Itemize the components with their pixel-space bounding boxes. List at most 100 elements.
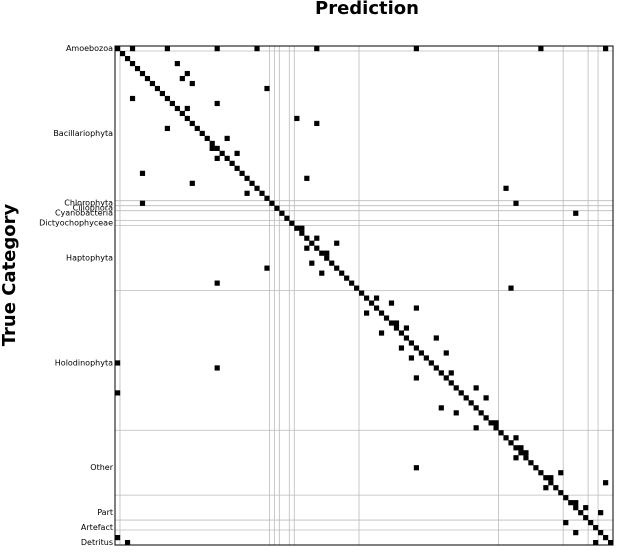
cell <box>413 305 419 311</box>
cell <box>244 190 250 196</box>
cell <box>234 165 240 171</box>
cell <box>294 225 300 231</box>
category-label: Chlorophyta <box>64 199 113 208</box>
cell <box>588 520 594 526</box>
cell <box>364 295 370 301</box>
cell <box>189 80 195 87</box>
cell <box>448 370 454 376</box>
cell <box>453 385 459 391</box>
cell <box>194 125 200 132</box>
cell <box>304 175 310 181</box>
cell <box>229 160 235 166</box>
cell <box>538 470 544 476</box>
cell <box>344 275 350 281</box>
cell <box>538 46 544 52</box>
cell <box>115 46 121 52</box>
cell <box>603 535 609 541</box>
cell <box>598 530 604 536</box>
cell <box>433 365 439 371</box>
cell <box>179 110 185 117</box>
cell <box>314 46 320 52</box>
cell <box>159 90 165 97</box>
cell <box>214 145 220 151</box>
cell <box>329 260 335 266</box>
cell <box>294 115 300 122</box>
cell <box>214 365 220 371</box>
cell <box>508 285 514 291</box>
cell <box>264 85 270 92</box>
cell <box>373 305 380 311</box>
cell <box>129 46 136 52</box>
cell <box>378 310 385 316</box>
cell <box>368 300 375 306</box>
cell <box>548 475 554 481</box>
category-label: Detritus <box>81 538 113 547</box>
cell <box>393 325 400 331</box>
cell <box>413 345 419 351</box>
cell <box>204 135 210 142</box>
cell <box>563 495 569 501</box>
cell <box>284 215 290 221</box>
cell <box>498 430 504 436</box>
cell <box>443 375 449 381</box>
cell <box>214 155 220 161</box>
cell <box>115 360 121 366</box>
cell <box>473 385 479 391</box>
cell <box>543 485 549 491</box>
cell <box>184 70 190 77</box>
cell <box>398 330 405 336</box>
cell <box>523 450 529 456</box>
cell <box>468 400 474 406</box>
cell <box>603 46 609 52</box>
cell <box>209 145 215 151</box>
cell <box>383 315 390 321</box>
cell <box>513 445 519 451</box>
cell <box>388 300 395 306</box>
cell <box>324 255 330 261</box>
cell <box>408 340 414 346</box>
category-label: Other <box>90 463 113 472</box>
cell <box>493 420 499 426</box>
plot-frame <box>114 45 614 546</box>
cell <box>304 235 310 241</box>
cell <box>598 510 604 516</box>
cell <box>513 455 519 461</box>
cell <box>264 195 270 201</box>
cell <box>378 330 385 336</box>
cell <box>364 310 370 316</box>
cell <box>214 46 220 52</box>
cell <box>438 370 444 376</box>
cell <box>578 510 584 516</box>
cell <box>568 500 574 506</box>
cell <box>184 115 190 122</box>
cell <box>124 55 131 62</box>
cell <box>413 46 419 52</box>
cell <box>319 250 325 256</box>
cell <box>493 425 499 431</box>
cell <box>483 395 489 401</box>
cell <box>403 335 410 341</box>
cell <box>149 80 156 87</box>
cell <box>608 540 614 546</box>
cell <box>603 480 609 486</box>
cell <box>508 440 514 446</box>
cell <box>129 95 136 102</box>
cell <box>209 140 215 146</box>
cell <box>139 70 146 77</box>
cell <box>314 120 320 127</box>
cell <box>573 210 579 216</box>
cell <box>184 105 190 112</box>
cell <box>418 350 424 356</box>
cell <box>403 325 410 331</box>
cell <box>503 435 509 441</box>
cell <box>339 270 345 276</box>
cell <box>573 505 579 511</box>
cell <box>513 200 519 206</box>
cell <box>129 60 136 67</box>
cell <box>144 75 151 82</box>
cell <box>354 285 360 291</box>
cell <box>314 235 320 241</box>
cell <box>473 405 479 411</box>
cell <box>518 450 524 456</box>
category-label: Bacillariophyta <box>53 129 113 138</box>
